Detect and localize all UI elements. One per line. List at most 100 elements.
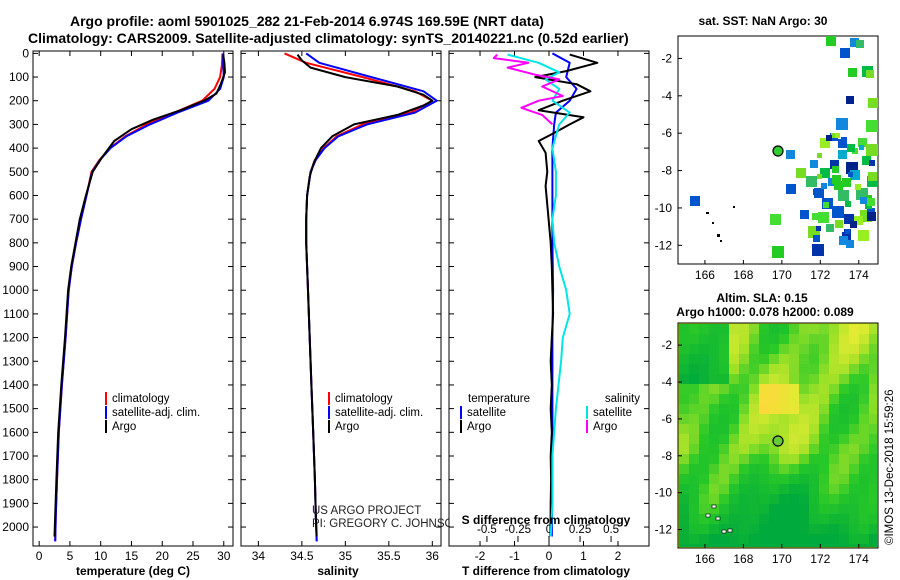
sla-cell xyxy=(719,394,729,404)
sla-cell xyxy=(809,374,819,384)
sla-map-axes: 166 168 170 172 174 -2 -4 -6 -8 -10 -12 xyxy=(655,338,869,566)
sla-cell xyxy=(729,374,739,384)
x-tick-label: 2 xyxy=(615,549,622,563)
sla-cell xyxy=(709,454,719,464)
sla-cell xyxy=(789,514,799,524)
sla-cell xyxy=(759,514,769,524)
sla-cell xyxy=(789,484,799,494)
difference-legend-salinity: salinity satellite Argo xyxy=(586,393,640,433)
sla-cell xyxy=(789,474,799,484)
sla-cell xyxy=(859,494,869,504)
sla-cell xyxy=(789,494,799,504)
sla-cell xyxy=(699,464,709,474)
sla-cell xyxy=(769,334,779,344)
sla-cell xyxy=(829,394,839,404)
sst-cell xyxy=(855,184,861,190)
sla-cell xyxy=(839,524,849,534)
sla-cell xyxy=(739,444,749,454)
sst-cell xyxy=(867,212,876,221)
sla-cell xyxy=(769,444,779,454)
sla-cell xyxy=(779,474,789,484)
sla-cell xyxy=(819,404,829,414)
sla-cell xyxy=(849,474,859,484)
sla-cell xyxy=(789,384,799,394)
sla-cell xyxy=(749,344,759,354)
map-y-tick-label: -6 xyxy=(661,412,672,426)
sla-cell xyxy=(729,334,739,344)
y-tick-label: 400 xyxy=(9,141,29,155)
sst-cell xyxy=(832,166,839,173)
legend-s-satellite: satellite xyxy=(593,407,632,419)
sla-cell xyxy=(829,404,839,414)
sla-cell xyxy=(769,464,779,474)
sla-cell xyxy=(809,534,819,544)
sla-cell xyxy=(679,374,689,384)
header-line2: Climatology: CARS2009. Satellite-adjuste… xyxy=(28,30,629,46)
sst-map-title: sat. SST: NaN Argo: 30 xyxy=(699,14,828,28)
sla-cell xyxy=(789,374,799,384)
sla-cell xyxy=(799,344,809,354)
map-y-tick-label: -2 xyxy=(661,51,672,65)
sla-cell xyxy=(869,354,877,364)
sla-cell xyxy=(849,364,859,374)
sla-cell xyxy=(739,434,749,444)
sla-cell xyxy=(789,344,799,354)
sla-cell xyxy=(759,464,769,474)
sla-cell xyxy=(829,444,839,454)
sla-cell xyxy=(849,484,859,494)
sla-cell xyxy=(699,414,709,424)
sla-cell xyxy=(739,464,749,474)
sla-cell xyxy=(819,364,829,374)
sla-cell xyxy=(829,514,839,524)
sla-cell xyxy=(759,344,769,354)
sla-cell xyxy=(749,444,759,454)
sla-cell xyxy=(709,424,719,434)
sla-cell xyxy=(809,404,819,414)
sla-cell xyxy=(819,424,829,434)
sla-cell xyxy=(689,334,699,344)
sla-cell xyxy=(729,524,739,534)
legend-swatch-t-argo xyxy=(460,420,462,433)
sla-cell xyxy=(719,434,729,444)
sla-cell xyxy=(849,374,859,384)
island-mark xyxy=(705,513,711,518)
sla-cell xyxy=(849,464,859,474)
sst-cell xyxy=(866,70,874,78)
sla-cell xyxy=(829,354,839,364)
sla-cell xyxy=(869,454,877,464)
sla-cell xyxy=(829,534,839,544)
sla-cell xyxy=(789,404,799,414)
sla-cell xyxy=(759,324,769,334)
sst-cell xyxy=(836,118,848,130)
map-x-tick-label: 174 xyxy=(849,268,869,282)
sla-cell xyxy=(799,364,809,374)
sla-cell xyxy=(749,394,759,404)
sla-cell xyxy=(839,384,849,394)
sla-cell xyxy=(839,474,849,484)
sla-cell xyxy=(679,514,689,524)
map-y-tick-label: -4 xyxy=(661,375,672,389)
island-mark xyxy=(715,516,721,521)
legend-t-satellite: satellite xyxy=(467,407,506,419)
temperature-frame xyxy=(32,50,234,547)
sla-cell xyxy=(739,344,749,354)
sla-cell xyxy=(839,544,849,547)
sla-cell xyxy=(859,434,869,444)
sla-cell xyxy=(719,324,729,334)
sla-cell xyxy=(769,544,779,547)
x-tick-label: 35 xyxy=(339,549,353,563)
sla-cell xyxy=(859,464,869,474)
sla-cell xyxy=(759,354,769,364)
sst-cell xyxy=(848,68,857,77)
sla-cell xyxy=(739,364,749,374)
sla-cell xyxy=(749,324,759,334)
argo-position-marker xyxy=(772,435,784,447)
salinity-panel: 34 34.5 35 35.5 36 salinity climatology sate… xyxy=(240,50,462,578)
y-tick-label: 1300 xyxy=(2,354,29,368)
sla-cell xyxy=(709,504,719,514)
sla-cell xyxy=(769,504,779,514)
y-tick-label: 1000 xyxy=(2,283,29,297)
sst-cell xyxy=(844,214,854,224)
sla-cell xyxy=(679,364,689,374)
legend-swatch-climatology xyxy=(328,392,330,405)
